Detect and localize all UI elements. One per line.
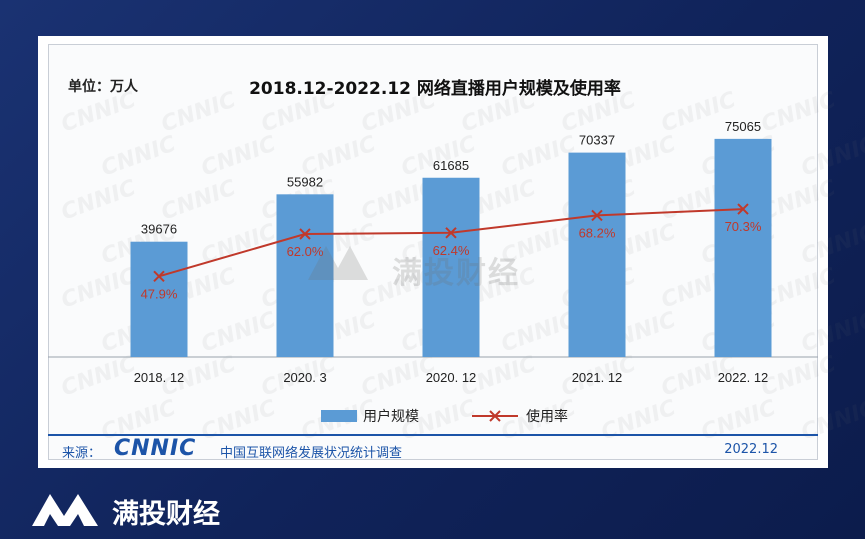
bar <box>422 177 480 357</box>
x-tick-label: 2018. 12 <box>134 370 185 385</box>
brand-logo-icon <box>32 494 98 526</box>
watermark-logo-icon <box>308 246 368 280</box>
footer-org: 中国互联网络发展状况统计调查 <box>220 446 403 461</box>
usage-rate-point <box>153 270 165 283</box>
bar <box>276 194 334 357</box>
bar <box>568 152 626 357</box>
usage-rate-label: 62.0% <box>287 244 324 259</box>
chart-title: 2018.12-2022.12 网络直播用户规模及使用率 <box>249 79 621 99</box>
watermark-center-text: 满投财经 <box>392 256 520 291</box>
usage-rate-label: 47.9% <box>141 286 178 301</box>
x-tick-label: 2020. 12 <box>426 370 477 385</box>
bar <box>130 241 188 357</box>
x-tick-label: 2020. 3 <box>283 370 326 385</box>
legend-bar-label: 用户规模 <box>363 408 419 425</box>
bar-value-label: 75065 <box>725 119 761 134</box>
footer-date: 2022.12 <box>724 442 778 457</box>
footer: 来源： CNNIC 中国互联网络发展状况统计调查 2022.12 <box>48 436 818 464</box>
usage-rate-label: 62.4% <box>433 243 470 258</box>
usage-rate-label: 70.3% <box>725 219 762 234</box>
bar <box>714 138 772 357</box>
cnnic-logo: CNNIC <box>114 436 197 461</box>
brand-name: 满投财经 <box>112 499 220 530</box>
unit-label: 单位：万人 <box>68 79 138 95</box>
legend-bar-swatch <box>321 410 357 422</box>
footer-source-label: 来源： <box>62 446 102 461</box>
bar-value-label: 61685 <box>433 158 469 173</box>
bar-value-label: 39676 <box>141 222 177 237</box>
usage-rate-point <box>299 228 311 240</box>
usage-rate-label: 68.2% <box>579 225 616 240</box>
x-tick-label: 2021. 12 <box>572 370 623 385</box>
legend-line-marker <box>489 410 501 422</box>
bar-value-label: 55982 <box>287 174 323 189</box>
footer-divider <box>48 434 818 436</box>
usage-rate-point <box>737 203 749 215</box>
legend-line-label: 使用率 <box>526 408 568 425</box>
usage-rate-point <box>591 209 603 222</box>
bar-value-label: 70337 <box>579 133 615 148</box>
x-tick-label: 2022. 12 <box>718 370 769 385</box>
usage-rate-point <box>445 227 457 239</box>
